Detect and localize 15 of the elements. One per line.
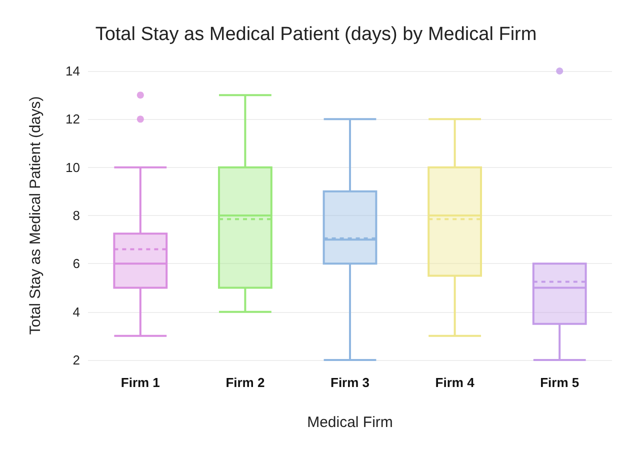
- x-axis-title: Medical Firm: [307, 414, 393, 431]
- x-tick-label: Firm 1: [120, 375, 160, 390]
- y-tick-label: 8: [72, 208, 80, 223]
- y-tick-label: 12: [66, 112, 80, 127]
- y-tick-label: 14: [66, 64, 80, 78]
- x-tick-label: Firm 5: [540, 375, 580, 390]
- y-tick-label: 10: [66, 160, 80, 175]
- y-axis-title: Total Stay as Medical Patient (days): [27, 96, 44, 335]
- y-tick-label: 4: [72, 304, 80, 320]
- y-tick-label: 2: [72, 352, 80, 368]
- chart-title: Total Stay as Medical Patient (days) by Medical Firm: [95, 24, 537, 45]
- x-tick-label: Firm 2: [226, 375, 265, 390]
- y-tick-label: 6: [72, 256, 80, 272]
- x-tick-label: Firm 4: [435, 375, 476, 390]
- x-tick-label: Firm 3: [330, 375, 370, 390]
